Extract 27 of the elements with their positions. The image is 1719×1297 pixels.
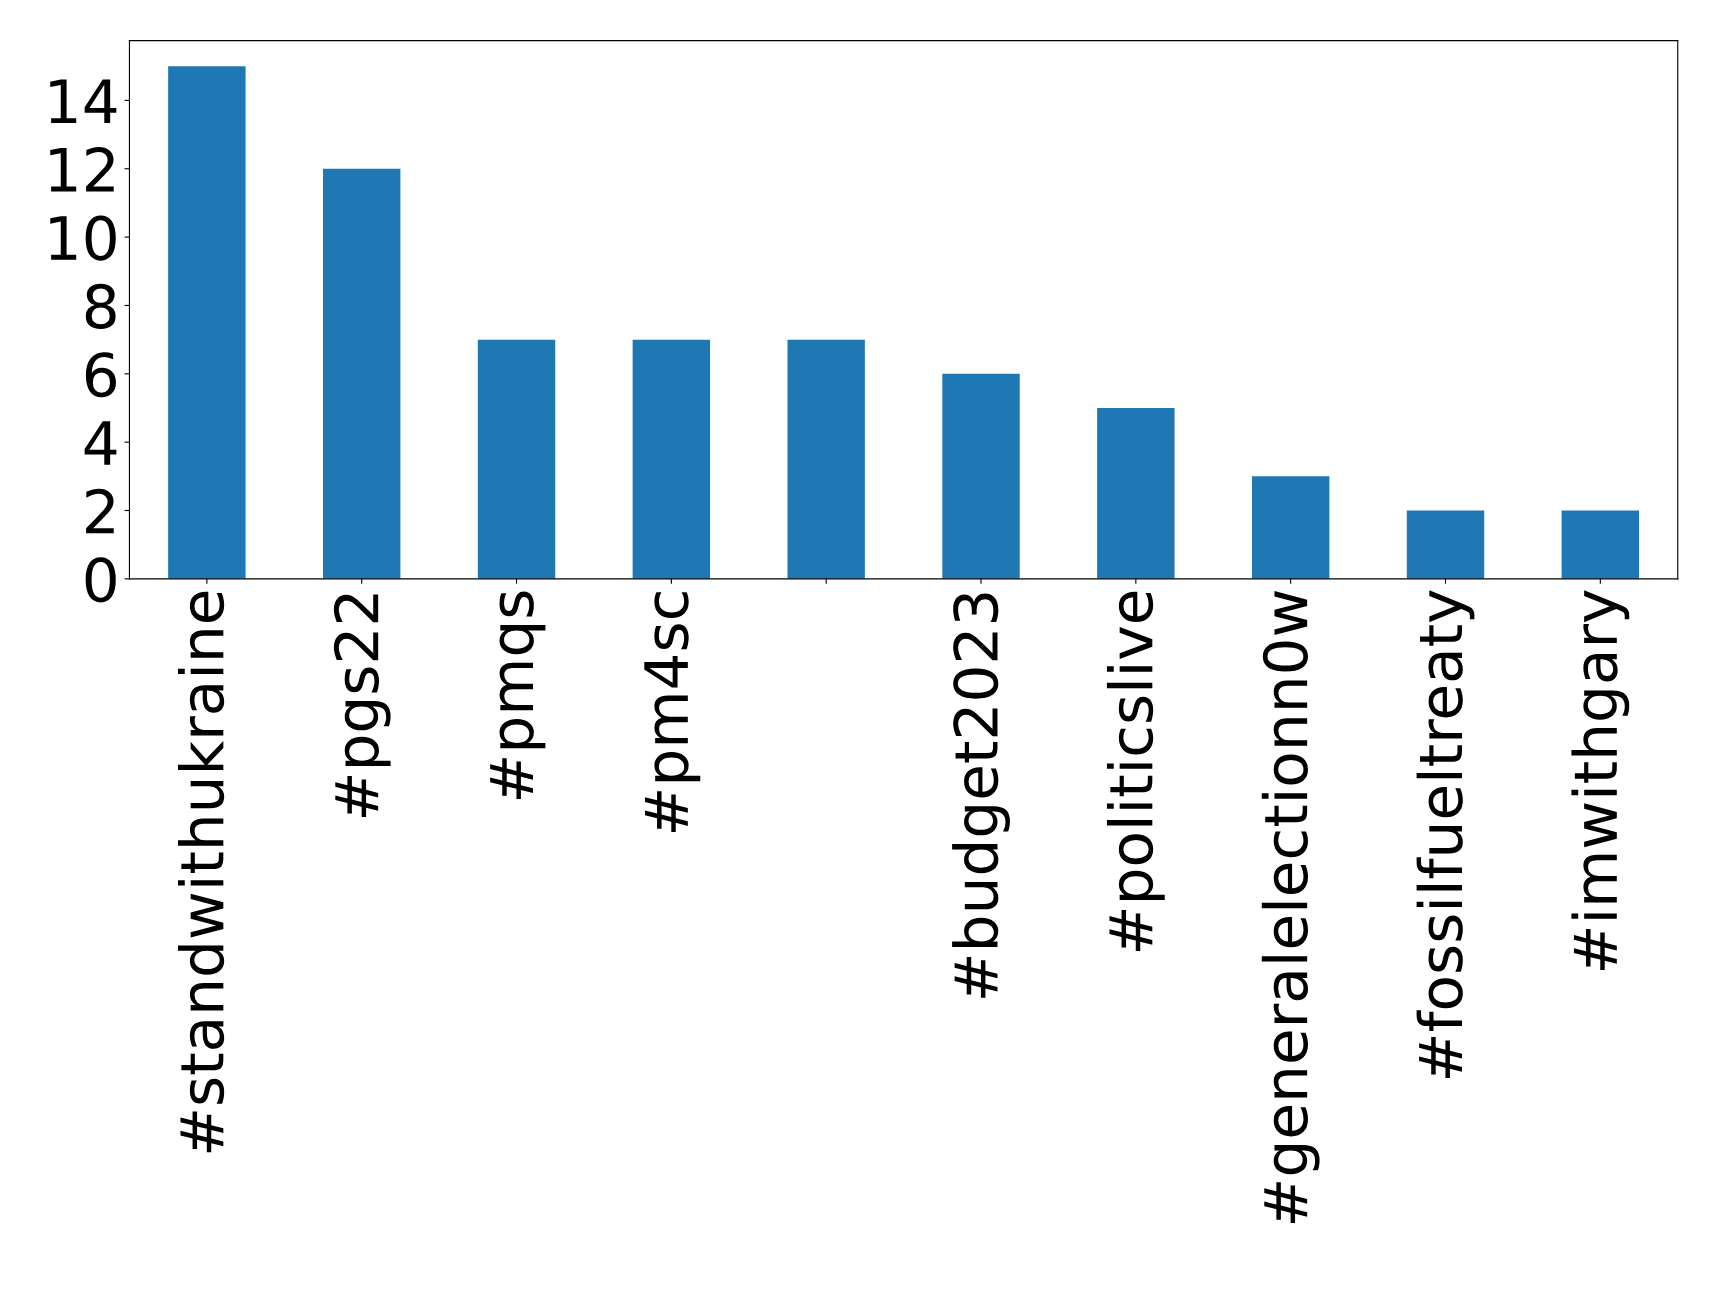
bar [1561, 510, 1640, 579]
bar [942, 373, 1020, 579]
y-tick-label: 12 [50, 147, 114, 192]
x-tick-label: #imwithgary [1571, 590, 1630, 970]
x-tick-label: #fossilfueltreaty [1416, 590, 1475, 1078]
y-tick-label: 4 [84, 421, 117, 465]
y-tick-label: 14 [50, 79, 117, 124]
bar [787, 339, 865, 579]
x-tick-label: #pm4sc [644, 592, 701, 833]
bar [477, 339, 556, 579]
x-tick-label: #pmqs [490, 591, 546, 800]
bar [1251, 476, 1330, 579]
bar [1406, 510, 1485, 579]
bar [1097, 407, 1175, 579]
x-tick-label: #pgs22 [333, 594, 391, 817]
y-tick-label: 2 [86, 488, 114, 534]
x-tick-label: #budget2023 [952, 593, 1010, 998]
bar [632, 339, 711, 579]
bar [322, 168, 401, 579]
y-tick-label: 0 [85, 557, 116, 603]
x-tick-label: #standwithukraine [177, 591, 225, 1153]
x-tick-label: #politicslive [1106, 591, 1165, 951]
y-tick-label: 8 [85, 283, 116, 329]
y-tick-label: 6 [85, 352, 116, 398]
x-tick-label: #generalelectionn0w [1261, 591, 1320, 1224]
y-tick-label: 10 [50, 215, 116, 261]
bar [168, 66, 246, 579]
